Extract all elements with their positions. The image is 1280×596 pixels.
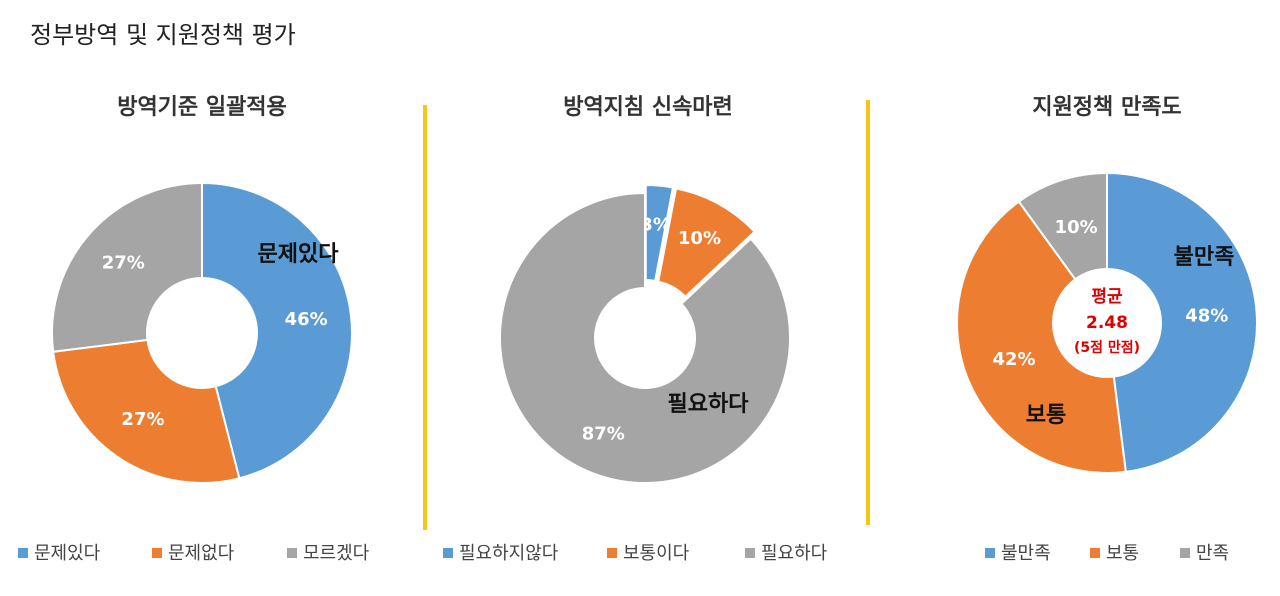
legend-swatch xyxy=(18,548,28,558)
value-label: 42% xyxy=(992,349,1035,370)
slice xyxy=(1106,171,1258,473)
value-label: 3% xyxy=(640,215,671,236)
legend-swatch xyxy=(152,548,162,558)
annotation: 불만족 xyxy=(1174,245,1235,270)
center-note: (5점 만점) xyxy=(1074,339,1140,356)
legend-swatch xyxy=(745,548,755,558)
annotation: 보통 xyxy=(1026,403,1066,428)
legend-swatch xyxy=(287,548,297,558)
value-label: 10% xyxy=(1055,217,1098,238)
slice xyxy=(499,191,791,484)
center-label: 평균 xyxy=(1091,287,1123,307)
legend-swatch xyxy=(607,548,617,558)
legend-swatch xyxy=(443,548,453,558)
legend-label: 문제없다 xyxy=(168,543,235,564)
center-value: 2.48 xyxy=(1086,313,1128,333)
center-circle xyxy=(1052,268,1162,378)
value-label: 27% xyxy=(121,409,164,430)
slice xyxy=(52,338,241,484)
slice xyxy=(955,200,1127,474)
slice xyxy=(201,181,353,480)
legend-swatch xyxy=(1090,548,1100,558)
legend-label: 보통이다 xyxy=(623,543,690,564)
legend-label: 필요하지않다 xyxy=(459,543,559,564)
annotation: 필요하다 xyxy=(668,392,750,417)
slice xyxy=(644,184,675,283)
value-label: 10% xyxy=(678,228,721,249)
chart-title: 방역기준 일괄적용 xyxy=(117,95,287,120)
chart-title: 방역지침 신속마련 xyxy=(563,95,733,120)
legend-label: 모르겠다 xyxy=(303,543,370,564)
legend-swatch xyxy=(985,548,995,558)
legend-label: 만족 xyxy=(1196,543,1229,564)
legend-label: 문제있다 xyxy=(34,543,101,564)
slice xyxy=(657,187,756,299)
value-label: 48% xyxy=(1185,306,1228,327)
page-title: 정부방역 및 지원정책 평가 xyxy=(30,21,296,49)
chart-title: 지원정책 만족도 xyxy=(1032,95,1181,120)
legend-label: 불만족 xyxy=(1001,543,1051,564)
legend-label: 보통 xyxy=(1106,543,1139,564)
legend-swatch xyxy=(1180,548,1190,558)
annotation: 문제있다 xyxy=(258,242,340,267)
legend-label: 필요하다 xyxy=(761,543,828,564)
value-label: 27% xyxy=(102,253,145,274)
value-label: 46% xyxy=(285,309,328,330)
slice xyxy=(51,181,203,353)
value-label: 87% xyxy=(582,423,625,444)
